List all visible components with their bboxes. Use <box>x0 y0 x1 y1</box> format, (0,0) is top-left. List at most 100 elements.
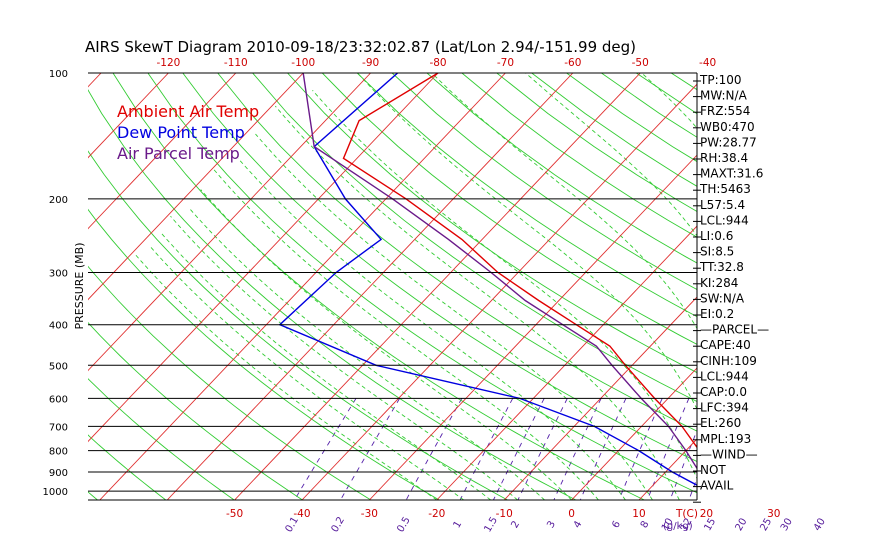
grid-area <box>0 73 870 500</box>
top-temp-tick-label: -60 <box>564 57 581 69</box>
mixing-ratio-lines <box>294 398 852 500</box>
index-label: MW:N/A <box>700 89 748 103</box>
dry-adiabat-line <box>0 73 29 500</box>
mixing-ratio-line <box>294 398 357 500</box>
mixing-ratio-tick-label: 40 <box>812 516 828 533</box>
mixing-ratio-tick-label: 30 <box>779 516 795 533</box>
mixing-ratio-tick-label: 3 <box>545 519 558 530</box>
index-label: EI:0.2 <box>700 307 734 321</box>
pressure-tick-label: 300 <box>49 269 68 280</box>
top-temp-tick-label: -80 <box>429 57 446 69</box>
series-line-0 <box>342 73 697 449</box>
index-label: KI:284 <box>700 276 738 290</box>
dry-adiabat-line <box>391 73 697 291</box>
legend: Ambient Air Temp Dew Point Temp Air Parcel… <box>117 102 259 163</box>
dry-adiabat-line <box>776 73 870 500</box>
index-label: TP:100 <box>699 73 742 87</box>
index-label: SW:N/A <box>700 291 745 305</box>
index-label: SI:8.5 <box>700 245 734 259</box>
isotherm-line <box>301 83 697 500</box>
mixing-ratio-tick-label: 20 <box>734 516 750 533</box>
isotherm-line <box>503 296 697 500</box>
isotherm-line <box>234 73 641 500</box>
dry-adiabat-line <box>461 73 697 238</box>
top-temp-tick-label: -70 <box>497 57 514 69</box>
isotherm-line <box>0 73 34 500</box>
pressure-tick-label: 600 <box>49 394 68 405</box>
index-label: LFC:394 <box>700 401 749 415</box>
moist-adiabat-line <box>213 169 599 500</box>
index-label: MAXT:31.6 <box>700 167 763 181</box>
dry-adiabat-line <box>356 73 697 318</box>
moist-adiabat-line <box>149 246 464 500</box>
mixing-ratio-line <box>459 398 514 500</box>
dry-adiabat-line <box>496 73 697 213</box>
index-label: FRZ:554 <box>700 104 750 118</box>
index-label: RH:38.4 <box>700 151 748 165</box>
moist-adiabat-line <box>761 73 841 500</box>
bottom-temp-tick-label: -10 <box>496 508 513 520</box>
index-label: —PARCEL— <box>700 323 769 337</box>
isotherm-line <box>369 154 697 500</box>
mixing-ratio-line <box>579 398 627 500</box>
bottom-temp-tick-label: 0 <box>568 508 575 520</box>
top-temp-tick-label: -100 <box>291 57 315 69</box>
isotherm-line <box>774 73 870 500</box>
dry-adiabat-line <box>88 378 235 500</box>
dry-adiabat-line <box>88 150 508 500</box>
bottom-temp-tick-label: 20 <box>700 508 713 520</box>
dry-adiabat-line <box>811 73 870 500</box>
isotherms <box>0 73 870 500</box>
legend-entry: Dew Point Temp <box>117 123 245 142</box>
index-label: MPL:193 <box>700 432 751 446</box>
dry-adiabat-line <box>88 208 440 500</box>
bottom-temp-tick-label: 10 <box>632 508 645 520</box>
dry-adiabat-line <box>741 73 870 500</box>
top-temp-tick-label: -110 <box>224 57 248 69</box>
mixing-ratio-line <box>769 398 803 500</box>
bottom-temp-tick-label: -20 <box>428 508 445 520</box>
top-temp-tick-label: -120 <box>157 57 181 69</box>
mixing-ratio-line <box>822 398 852 500</box>
index-label: —WIND— <box>700 447 758 461</box>
moist-adiabat-line <box>133 253 438 500</box>
legend-entry: Air Parcel Temp <box>117 144 240 163</box>
dry-adiabat-line <box>287 73 697 374</box>
dry-adiabat-line <box>88 321 303 500</box>
pressure-tick-label: 200 <box>49 195 68 206</box>
top-temp-tick-label: -90 <box>362 57 379 69</box>
index-label: TH:5463 <box>699 182 751 196</box>
pressure-tick-label: 800 <box>49 447 68 458</box>
index-label: WB0:470 <box>700 120 755 134</box>
pressure-tick-label: 400 <box>49 321 68 332</box>
temp-axis-label: T(C) <box>675 508 698 520</box>
mixing-ratio-line <box>340 398 400 500</box>
top-temp-tick-label: -50 <box>632 57 649 69</box>
isotherm-line <box>99 73 506 500</box>
mixing-ratio-line <box>618 398 663 500</box>
mixing-ratio-tick-label: 0.2 <box>330 515 347 534</box>
dry-adiabat-line <box>252 73 697 403</box>
mixing-ratio-line <box>646 398 690 500</box>
isobars <box>88 72 701 503</box>
mixing-ratio-tick-label: 6 <box>610 519 623 530</box>
mixing-ratio-line <box>517 398 568 500</box>
dry-adiabat-line <box>88 89 577 500</box>
bottom-temp-tick-label: 30 <box>767 508 780 520</box>
mixing-ratio-line <box>405 398 463 500</box>
mixing-ratio-line <box>553 398 602 500</box>
index-label: CAP:0.0 <box>700 385 747 399</box>
mixing-ratio-tick-label: 0.5 <box>395 515 412 534</box>
profile-series <box>278 73 697 486</box>
index-label: CAPE:40 <box>700 338 751 352</box>
isotherm-line <box>88 73 439 443</box>
dry-adiabat-line <box>426 73 697 264</box>
dry-adiabat-line <box>147 73 697 494</box>
bottom-temp-tick-label: -30 <box>361 508 378 520</box>
mixing-ratio-label: (g/kg) <box>663 521 693 532</box>
mixing-ratio-tick-label: 1 <box>452 519 465 530</box>
moist-adiabat-line <box>170 215 518 500</box>
moist-adiabat-line <box>274 105 680 500</box>
